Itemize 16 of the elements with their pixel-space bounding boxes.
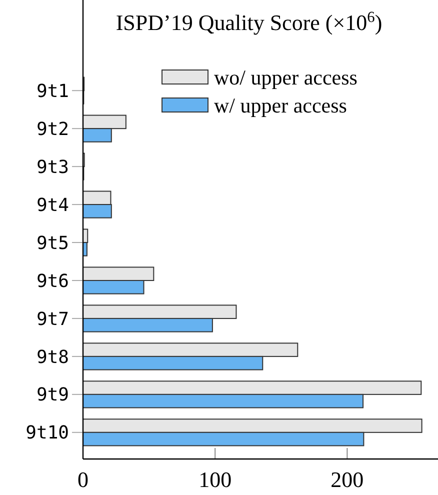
y-tick-label: 9t3 bbox=[36, 156, 69, 178]
y-tick-label: 9t1 bbox=[36, 80, 69, 102]
y-tick-label: 9t4 bbox=[36, 194, 69, 216]
legend-label: w/ upper access bbox=[214, 93, 347, 118]
legend-label: wo/ upper access bbox=[214, 65, 358, 90]
y-tick-label: 9t6 bbox=[36, 270, 69, 292]
y-tick-label: 9t10 bbox=[26, 422, 69, 444]
x-tick-label: 200 bbox=[330, 467, 364, 492]
y-tick-label: 9t8 bbox=[36, 346, 69, 368]
x-tick-label: 0 bbox=[78, 467, 88, 492]
y-tick-label: 9t5 bbox=[36, 232, 69, 254]
chart-title: ISPD’19 Quality Score (×10$^{6}$) bbox=[116, 8, 382, 35]
y-tick-label: 9t9 bbox=[36, 384, 69, 406]
x-tick-label: 100 bbox=[198, 467, 232, 492]
y-tick-label: 9t7 bbox=[36, 308, 69, 330]
y-tick-label: 9t2 bbox=[36, 118, 69, 140]
